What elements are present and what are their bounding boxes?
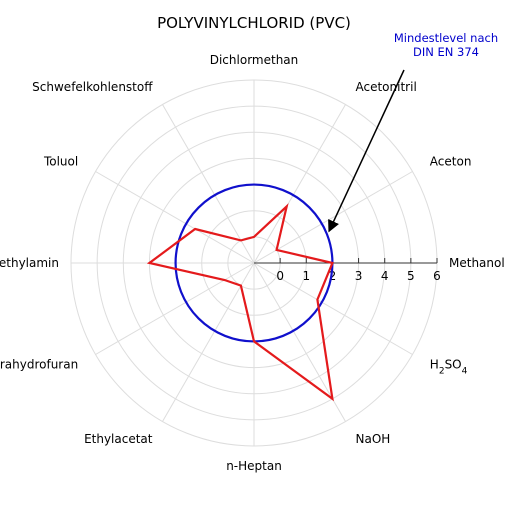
axis-label-n-heptan: n-Heptan (226, 459, 282, 473)
axis-label-naoh: NaOH (356, 432, 391, 446)
axis-label-dichlormethan: Dichlormethan (210, 53, 299, 67)
radial-tick-label: 6 (433, 269, 441, 283)
axis-label-part: H (430, 358, 439, 372)
grid-spoke (162, 104, 255, 264)
axis-label-part: 2 (439, 367, 445, 377)
grid-spoke (253, 171, 413, 264)
series-polygon (146, 203, 334, 402)
annotation-line: Mindestlevel nach (394, 31, 498, 45)
annotation-arrow (328, 69, 405, 233)
axis-label-ethylacetat: Ethylacetat (84, 432, 153, 446)
grid-spoke (162, 262, 255, 422)
chart-title: POLYVINYLCHLORID (PVC) (157, 14, 351, 32)
grid-spoke (253, 104, 346, 264)
axis-label-tetrahydrofuran: Tetrahydrofuran (0, 358, 78, 372)
axis-label-aceton: Aceton (430, 155, 472, 169)
radial-tick-label: 3 (355, 269, 363, 283)
radial-tick-label: 0 (276, 269, 284, 283)
grid-spoke (95, 171, 255, 264)
radial-tick-label: 1 (302, 269, 310, 283)
axis-label-acetonitril: Acetonitril (356, 80, 417, 94)
radial-tick-label: 4 (381, 269, 389, 283)
axis-label-toluol: Toluol (43, 155, 78, 169)
axis-label-diethylamin: Diethylamin (0, 256, 59, 270)
axis-label-h2so4: H2SO4 (430, 358, 468, 377)
grid-spoke (253, 262, 346, 422)
annotation-line: DIN EN 374 (413, 45, 479, 59)
grid-spoke (253, 262, 413, 355)
grid-spoke (95, 262, 255, 355)
axis-label-part: 4 (462, 367, 468, 377)
axis-label-methanol: Methanol (449, 256, 505, 270)
radial-tick-label: 5 (407, 269, 415, 283)
axis-label-schwefelkohlenstoff: Schwefelkohlenstoff (32, 80, 153, 94)
axis-label-part: SO (445, 358, 462, 372)
